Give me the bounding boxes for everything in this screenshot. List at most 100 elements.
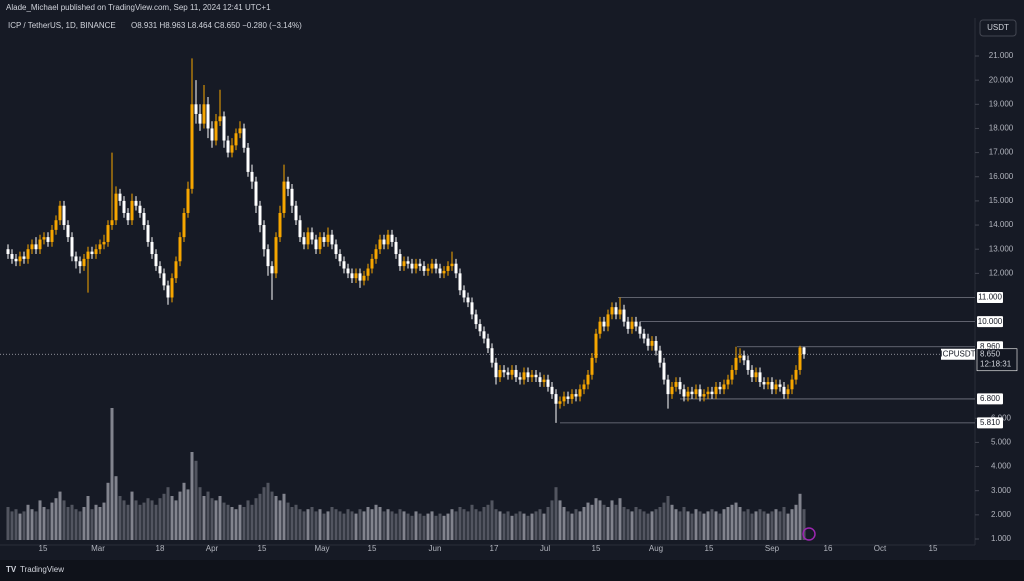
volume-bar — [534, 511, 538, 540]
candle-body — [386, 234, 390, 245]
candle-body — [694, 389, 698, 395]
volume-bar — [286, 502, 290, 540]
volume-bar — [794, 504, 798, 540]
candle-body — [502, 369, 506, 373]
candle-body — [338, 254, 342, 262]
volume-bar — [702, 513, 706, 540]
volume-bar — [730, 504, 734, 540]
x-tick-label: 15 — [929, 544, 938, 553]
volume-bar — [42, 507, 46, 540]
volume-bar — [62, 500, 66, 540]
candle-body — [230, 145, 234, 153]
volume-bar — [290, 507, 294, 540]
candle-body — [658, 350, 662, 363]
candle-body — [662, 362, 666, 380]
candle-body — [306, 232, 310, 245]
event-icon[interactable] — [802, 527, 816, 541]
candle-body — [254, 181, 258, 206]
volume-bar — [242, 507, 246, 540]
volume-bar — [446, 513, 450, 540]
volume-bar — [30, 509, 34, 540]
volume-bar — [302, 511, 306, 540]
volume-bar — [218, 496, 222, 540]
volume-bar — [542, 513, 546, 540]
candle-body — [518, 377, 522, 380]
volume-bar — [134, 500, 138, 540]
candle-body — [422, 266, 426, 271]
candle-body — [186, 188, 190, 213]
volume-bar — [454, 511, 458, 540]
candle-body — [398, 254, 402, 267]
quote: O8.931 H8.963 L8.464 C8.650 −0.280 (−3.1… — [131, 21, 302, 30]
volume-bar — [222, 502, 226, 540]
volume-bar — [86, 496, 90, 540]
volume-bar — [362, 511, 366, 540]
volume-bar — [66, 507, 70, 540]
candle-body — [122, 200, 126, 213]
volume-bar — [94, 504, 98, 540]
volume-bar — [250, 504, 254, 540]
volume-bar — [266, 482, 270, 540]
level-label: 6.800 — [980, 394, 1001, 403]
candle-body — [26, 249, 30, 259]
volume-bar — [582, 507, 586, 540]
candle-body — [354, 273, 358, 279]
volume-bar — [182, 482, 186, 540]
candle-body — [226, 140, 230, 153]
volume-bar — [750, 513, 754, 540]
candle-body — [794, 369, 798, 380]
volume-bar — [34, 511, 38, 540]
candle-body — [202, 104, 206, 124]
volume-bar — [562, 507, 566, 540]
volume-bar — [498, 511, 502, 540]
candle-body — [58, 205, 62, 221]
volume-bar — [10, 511, 14, 540]
candle-body — [442, 270, 446, 274]
volume-bar — [238, 504, 242, 540]
x-tick-label: 15 — [39, 544, 48, 553]
candle-body — [74, 256, 78, 262]
candle-body — [382, 239, 386, 245]
candle-body — [682, 389, 686, 397]
volume-bar — [366, 507, 370, 540]
volume-bar — [38, 500, 42, 540]
candle-body — [66, 225, 70, 238]
candle-body — [190, 104, 194, 189]
volume-bar — [666, 496, 670, 540]
volume-bar — [338, 511, 342, 540]
candle-body — [714, 386, 718, 395]
candle-body — [282, 181, 286, 213]
last-price-label: 8.650 — [980, 349, 1001, 358]
x-tick-label: 15 — [368, 544, 377, 553]
volume-bar — [726, 507, 730, 540]
volume-bar — [506, 511, 510, 540]
volume-bar — [334, 509, 338, 540]
candle-body — [750, 369, 754, 378]
volume-bar — [502, 513, 506, 540]
volume-bar — [210, 498, 214, 540]
currency-button[interactable] — [979, 19, 1017, 37]
volume-layer — [6, 408, 806, 540]
candle-body — [678, 382, 682, 390]
candle-body — [778, 384, 782, 387]
candle-body — [218, 116, 222, 122]
volume-bar — [22, 511, 26, 540]
candle-body — [22, 256, 26, 259]
candle-body — [742, 355, 746, 361]
x-tick-label: 15 — [592, 544, 601, 553]
volume-bar — [738, 507, 742, 540]
volume-bar — [402, 511, 406, 540]
volume-bar — [458, 507, 462, 540]
candle-body — [798, 347, 802, 370]
candle-body — [450, 263, 454, 267]
currency[interactable]: USDT — [987, 23, 1009, 32]
volume-bar — [146, 498, 150, 540]
candle-body — [406, 261, 410, 264]
volume-bar — [374, 504, 378, 540]
candle-body — [150, 241, 154, 255]
volume-bar — [462, 509, 466, 540]
candle-body — [610, 307, 614, 315]
candle-body — [554, 394, 558, 404]
volume-bar — [306, 509, 310, 540]
candle-body — [54, 220, 58, 230]
